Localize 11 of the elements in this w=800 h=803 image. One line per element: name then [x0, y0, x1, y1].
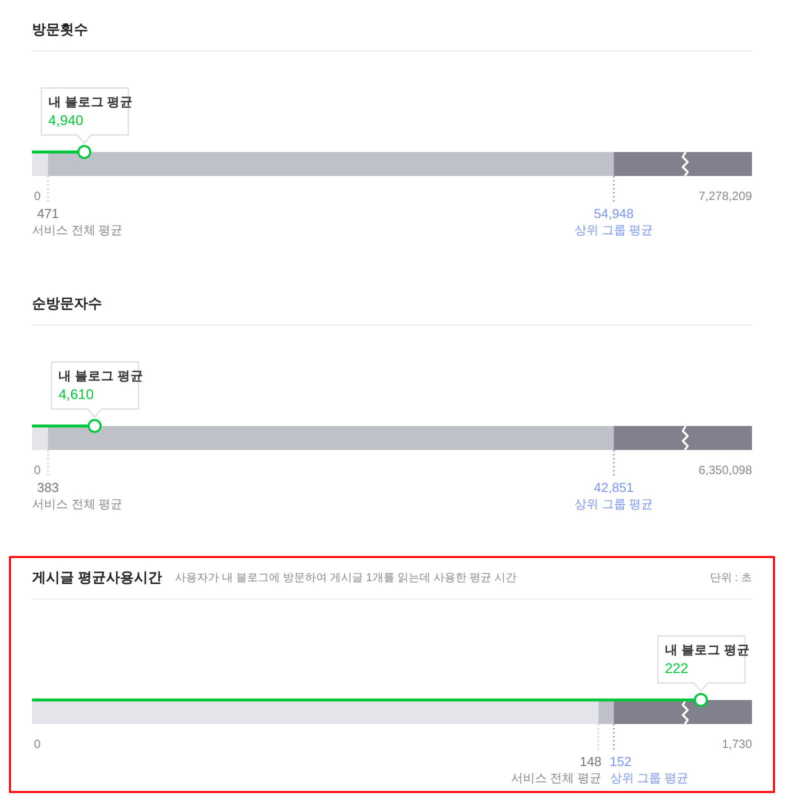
annotation: 단위 : 초: [710, 572, 752, 584]
annotation: 1,730: [722, 737, 752, 751]
title: 순방문자수: [32, 295, 102, 311]
annotation: 0: [34, 463, 41, 477]
annotation: 0: [34, 189, 41, 203]
subtitle: 사용자가 내 블로그에 방문하여 게시글 1개를 읽는데 사용한 평균 시간: [174, 572, 517, 584]
annotation: 0: [34, 737, 41, 751]
title: 게시글 평균사용시간: [32, 569, 162, 585]
annotation: 7,278,209: [698, 189, 752, 203]
annotation: 6,350,098: [698, 463, 752, 477]
title: 방문횟수: [32, 21, 88, 37]
